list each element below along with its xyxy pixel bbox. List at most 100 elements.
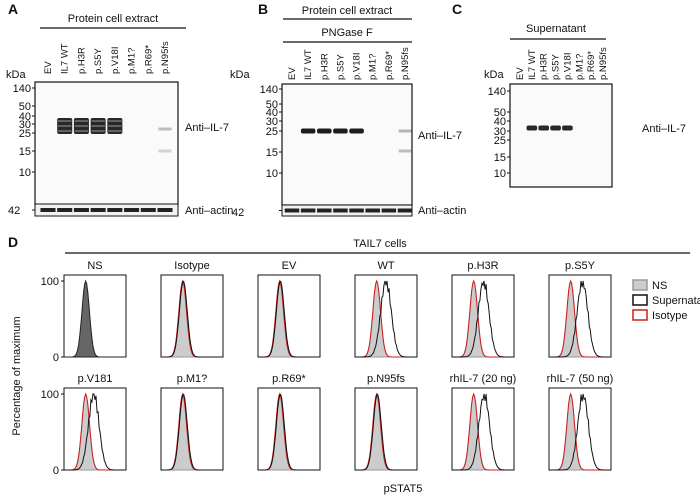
band-stripe — [91, 120, 105, 122]
band-stripe — [58, 130, 72, 132]
supernatant-histogram — [355, 393, 417, 471]
band-stripe — [108, 120, 122, 122]
marker-label: 140 — [488, 86, 506, 98]
isotype-histogram — [161, 392, 223, 471]
isotype-histogram — [452, 392, 514, 471]
ns-histogram — [355, 392, 417, 471]
lane-label: p.N95fs — [400, 47, 411, 80]
actin-band — [157, 208, 173, 212]
lane-label: p.H3R — [539, 53, 550, 80]
actin-band — [73, 208, 89, 212]
isotype-histogram — [161, 279, 223, 358]
panel-subheader: PNGase F — [321, 27, 373, 39]
panel-header: Protein cell extract — [68, 13, 158, 25]
band-stripe — [58, 125, 72, 127]
lane-label: IL7 WT — [527, 49, 538, 80]
actin-band — [140, 208, 156, 212]
unit-label: kDa — [484, 69, 504, 81]
marker-label: 42 — [8, 205, 20, 217]
lane-label: p.H3R — [76, 47, 87, 74]
lane-label: p.R69* — [586, 51, 597, 80]
ns-histogram — [258, 392, 320, 471]
band — [158, 127, 172, 131]
marker-label: 140 — [13, 83, 31, 95]
y-tick-label: 0 — [53, 465, 59, 477]
band — [538, 125, 550, 131]
legend-swatch — [632, 294, 648, 306]
plot-title: EV — [282, 260, 297, 272]
plot-frame — [160, 387, 224, 471]
y-axis-label: Percentage of maximum — [11, 316, 23, 435]
blot — [34, 81, 179, 206]
panel-label: D — [8, 234, 18, 250]
lane-label: p.V18I — [352, 53, 363, 80]
lane-label: p.V18I — [110, 47, 121, 74]
actin-band — [317, 208, 332, 213]
ns-histogram — [452, 392, 514, 471]
plot-frame — [257, 387, 321, 471]
lane-label: IL7 WT — [303, 49, 314, 80]
plot-title: p.M1? — [177, 373, 208, 385]
actin-band — [381, 208, 397, 213]
actin-band — [124, 208, 140, 212]
lane-label: p.M1? — [574, 54, 585, 80]
plot-frame — [354, 387, 418, 471]
lane-label: p.S5Y — [551, 53, 562, 80]
unit-label: kDa — [230, 69, 250, 81]
actin-band — [333, 208, 348, 213]
plot-title: rhIL-7 (50 ng) — [547, 373, 614, 385]
band-stripe — [108, 130, 122, 132]
isotype-histogram — [355, 279, 417, 358]
blot — [281, 83, 413, 206]
plot-title: Isotype — [174, 260, 209, 272]
actin-band — [284, 208, 300, 213]
band — [398, 129, 412, 133]
band-stripe — [58, 120, 72, 122]
marker-label: 140 — [260, 84, 278, 96]
ns-histogram — [161, 392, 223, 471]
marker-label: 30 — [266, 116, 278, 128]
band-stripe — [74, 125, 89, 127]
lane-label: p.M1? — [368, 54, 379, 80]
supernatant-histogram — [258, 280, 320, 358]
panel-header: Supernatant — [526, 23, 586, 35]
lane-label: p.R69* — [384, 51, 395, 80]
panel-header: Protein cell extract — [302, 5, 392, 17]
band-stripe — [74, 130, 89, 132]
lane-label: p.V18I — [562, 53, 573, 80]
marker-label: 40 — [266, 107, 278, 119]
legend-swatch — [632, 279, 648, 291]
antibody-label: Anti–IL-7 — [418, 130, 462, 142]
plot-title: WT — [377, 260, 394, 272]
band-stripe — [108, 125, 122, 127]
antibody-label: Anti–IL-7 — [642, 123, 686, 135]
antibody-label: Anti–actin — [418, 205, 466, 217]
plot-frame — [160, 274, 224, 358]
legend-label: NS — [652, 280, 667, 292]
legend-label: Isotype — [652, 310, 687, 322]
ns-histogram — [64, 392, 126, 471]
blot — [509, 83, 613, 188]
marker-label: 40 — [494, 116, 506, 128]
band-stripe — [74, 120, 89, 122]
unit-label: kDa — [6, 69, 26, 81]
panel-label: C — [452, 1, 462, 17]
supernatant-histogram — [549, 280, 611, 358]
plot-title: rhIL-7 (20 ng) — [450, 373, 517, 385]
actin-band — [397, 208, 413, 213]
y-tick-label: 100 — [41, 389, 59, 401]
supernatant-histogram — [64, 393, 126, 471]
supernatant-histogram — [549, 393, 611, 471]
antibody-label: Anti–actin — [185, 205, 233, 217]
band — [158, 149, 172, 153]
ns-histogram — [452, 279, 514, 358]
plot-title: p.S5Y — [565, 260, 596, 272]
plot-title: p.V181 — [78, 373, 113, 385]
actin-band — [349, 208, 364, 213]
isotype-histogram — [452, 279, 514, 358]
band — [550, 125, 561, 131]
actin-band — [365, 208, 380, 213]
actin-blot — [34, 203, 179, 217]
marker-label: 50 — [494, 107, 506, 119]
ns-histogram — [258, 279, 320, 358]
